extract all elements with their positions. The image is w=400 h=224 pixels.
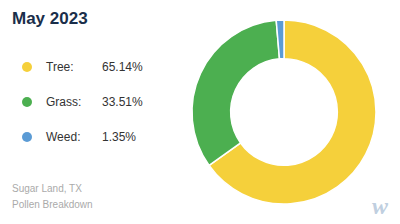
- legend-swatch: [22, 62, 32, 72]
- legend: Tree: 65.14% Grass: 33.51% Weed: 1.35%: [22, 60, 143, 144]
- title: May 2023: [12, 9, 88, 28]
- legend-value: 1.35%: [102, 130, 136, 144]
- footer: Pollen Breakdown: [12, 199, 93, 210]
- legend-swatch: [22, 97, 32, 107]
- donut: [192, 20, 376, 204]
- legend-label: Weed:: [46, 130, 80, 144]
- slice: [276, 20, 284, 59]
- legend-value: 33.51%: [102, 95, 143, 109]
- footer: Sugar Land, TX: [12, 183, 82, 194]
- legend-swatch: [22, 132, 32, 142]
- legend-label: Grass:: [46, 95, 81, 109]
- legend-label: Tree:: [46, 60, 74, 74]
- chart: May 2023 Tree: 65.14% Grass: 33.51% Weed: 1.35…: [0, 0, 400, 224]
- watermark: w: [372, 193, 389, 219]
- slice: [192, 20, 279, 165]
- legend-value: 65.14%: [102, 60, 143, 74]
